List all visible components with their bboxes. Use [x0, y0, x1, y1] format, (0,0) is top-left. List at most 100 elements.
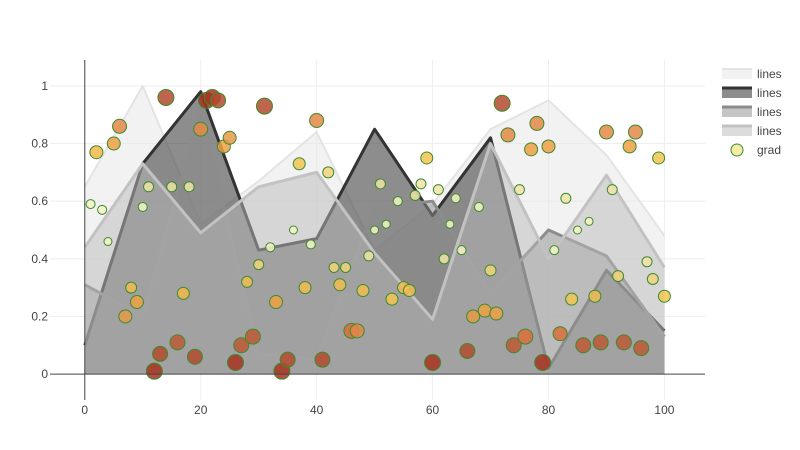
marker-point [572, 225, 582, 235]
marker-point [363, 250, 375, 262]
x-tick-label: 0 [81, 403, 88, 417]
y-tick-label: 0.4 [31, 252, 48, 266]
marker-point [445, 219, 455, 229]
marker-point [641, 256, 653, 268]
marker-point [186, 348, 203, 365]
y-tick-label: 0 [41, 367, 48, 381]
marker-point [652, 151, 666, 165]
marker-point [381, 219, 391, 229]
marker-point [103, 237, 113, 247]
marker-point [241, 275, 254, 288]
marker-point [288, 225, 298, 235]
marker-point [129, 295, 144, 310]
marker-point [333, 278, 347, 292]
marker-point [633, 340, 650, 357]
marker-point [176, 286, 190, 300]
marker-point [210, 92, 227, 109]
marker-point [255, 97, 273, 115]
marker-series [85, 88, 671, 380]
marker-point [534, 354, 552, 372]
x-tick-label: 60 [426, 403, 440, 417]
marker-point [473, 201, 484, 212]
marker-point [169, 334, 186, 351]
marker-point [584, 216, 594, 226]
marker-point [328, 261, 340, 273]
marker-point [505, 337, 522, 354]
marker-point [392, 196, 403, 207]
marker-point [450, 193, 461, 204]
marker-point [560, 192, 572, 204]
marker-point [85, 199, 96, 210]
x-tick-label: 80 [542, 403, 556, 417]
marker-point [500, 127, 516, 143]
marker-point [420, 151, 434, 165]
marker-point [456, 245, 467, 256]
marker-point [125, 281, 138, 294]
marker-point [106, 136, 121, 151]
marker-point [385, 292, 399, 306]
marker-point [409, 189, 421, 201]
marker-point [233, 337, 250, 354]
y-tick-label: 0.8 [31, 137, 48, 151]
marker-point [549, 245, 560, 256]
legend-item[interactable]: lines [722, 67, 782, 81]
marker-point [615, 334, 632, 351]
y-tick-label: 0.2 [31, 309, 48, 323]
marker-point [157, 88, 175, 106]
marker-point [622, 139, 637, 154]
marker-point [166, 181, 178, 193]
legend-label: lines [757, 67, 782, 81]
marker-point [143, 181, 155, 193]
marker-point [305, 239, 316, 250]
marker-point [541, 139, 556, 154]
legend[interactable]: lines lines lines lines grad [722, 67, 782, 157]
marker-point [415, 178, 427, 190]
axes: 0 20 40 60 80 100 0 0.2 0.4 0.6 0.8 1 [31, 60, 705, 417]
marker-point [183, 181, 195, 193]
marker-point [118, 309, 133, 324]
marker-point [314, 351, 331, 368]
legend-item[interactable]: grad [730, 143, 781, 157]
marker-point [152, 345, 169, 362]
legend-item[interactable]: lines [722, 105, 782, 119]
legend-swatch [722, 69, 752, 79]
series-line [83, 142, 666, 321]
marker-point [193, 121, 209, 137]
marker-point [514, 184, 526, 196]
legend-swatch [722, 88, 752, 98]
legend-swatch [722, 126, 752, 136]
marker-point [565, 292, 579, 306]
marker-point [424, 354, 442, 372]
marker-point [484, 264, 497, 277]
y-tick-label: 1 [41, 79, 48, 93]
marker-point [137, 201, 148, 212]
x-tick-label: 100 [654, 403, 674, 417]
marker-point [524, 142, 539, 157]
marker-point [265, 242, 276, 253]
marker-point [592, 334, 609, 351]
marker-point [222, 130, 237, 145]
marker-point [292, 157, 306, 171]
x-tick-label: 20 [194, 403, 208, 417]
legend-item[interactable]: lines [722, 124, 782, 138]
marker-point [477, 303, 492, 318]
marker-point [253, 259, 265, 271]
marker-point [646, 272, 659, 285]
legend-marker [730, 143, 744, 157]
marker-point [552, 326, 568, 342]
marker-point [309, 113, 325, 129]
legend-label: lines [757, 124, 782, 138]
marker-point [612, 270, 625, 283]
marker-point [657, 289, 671, 303]
legend-item[interactable]: lines [722, 86, 782, 100]
area-fill [84, 143, 665, 375]
x-tick-label: 40 [310, 403, 324, 417]
marker-point [575, 337, 592, 354]
marker-point [145, 362, 163, 380]
marker-point [356, 284, 370, 298]
marker-point [349, 323, 365, 339]
area-series [83, 142, 666, 375]
marker-point [529, 115, 545, 131]
marker-point [89, 145, 104, 160]
